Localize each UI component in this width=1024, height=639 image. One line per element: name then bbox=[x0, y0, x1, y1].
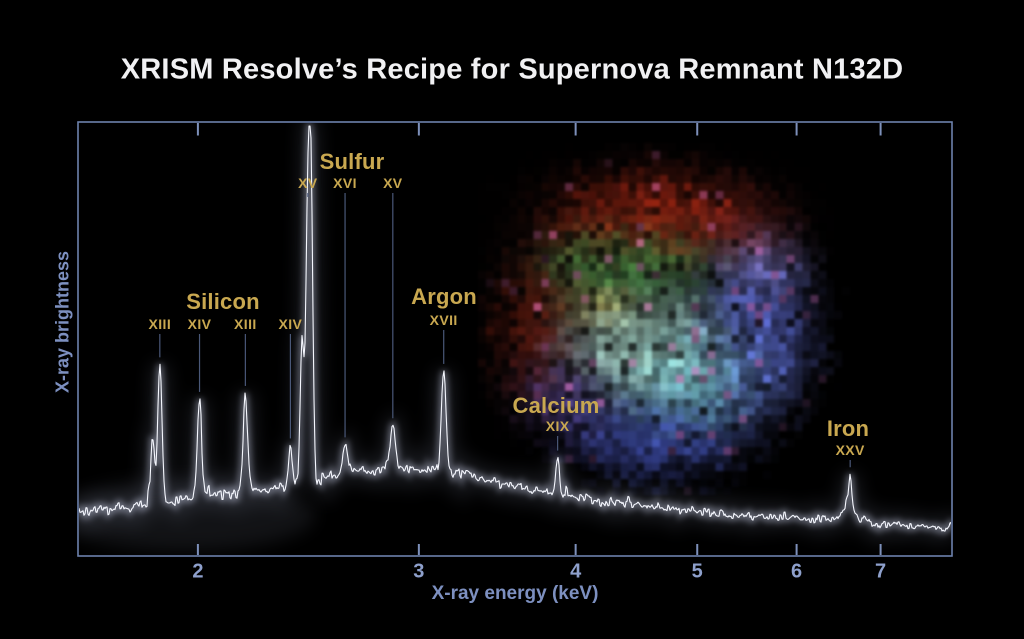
x-tick-label-4: 4 bbox=[570, 560, 582, 583]
remnant-image bbox=[478, 143, 850, 495]
ion-label-sulfur-xv: XV bbox=[383, 175, 403, 191]
tick-marks bbox=[196, 123, 882, 555]
ion-label-silicon-xiv: XIV bbox=[278, 316, 303, 332]
x-tick-label-7: 7 bbox=[875, 560, 887, 583]
element-label-silicon: Silicon bbox=[186, 289, 260, 314]
element-label-sulfur: Sulfur bbox=[319, 149, 385, 174]
ion-label-silicon-xiii: XIII bbox=[234, 316, 257, 332]
x-tick-label-2: 2 bbox=[192, 560, 204, 583]
ion-label-calcium-xix: XIX bbox=[545, 418, 570, 434]
ion-label-iron-xxv: XXV bbox=[835, 442, 865, 458]
ion-label-sulfur-xv: XV bbox=[298, 175, 318, 191]
plot-frame bbox=[77, 121, 953, 557]
element-label-argon: Argon bbox=[411, 284, 477, 309]
x-tick-label-5: 5 bbox=[691, 560, 703, 583]
pointer-lines bbox=[159, 193, 851, 468]
page-title: XRISM Resolve’s Recipe for Supernova Rem… bbox=[120, 53, 904, 86]
ion-label-silicon-xiv: XIV bbox=[187, 316, 212, 332]
x-tick-label-3: 3 bbox=[413, 560, 425, 583]
ion-label-silicon-xiii: XIII bbox=[148, 316, 172, 332]
ion-label-sulfur-xvi: XVI bbox=[333, 175, 357, 191]
element-label-calcium: Calcium bbox=[512, 393, 600, 418]
x-tick-label-6: 6 bbox=[791, 560, 803, 583]
element-label-iron: Iron bbox=[826, 416, 870, 441]
x-axis-label: X-ray energy (keV) bbox=[431, 583, 599, 604]
ion-label-argon-xvii: XVII bbox=[429, 312, 458, 328]
spectrum-path bbox=[79, 125, 951, 532]
